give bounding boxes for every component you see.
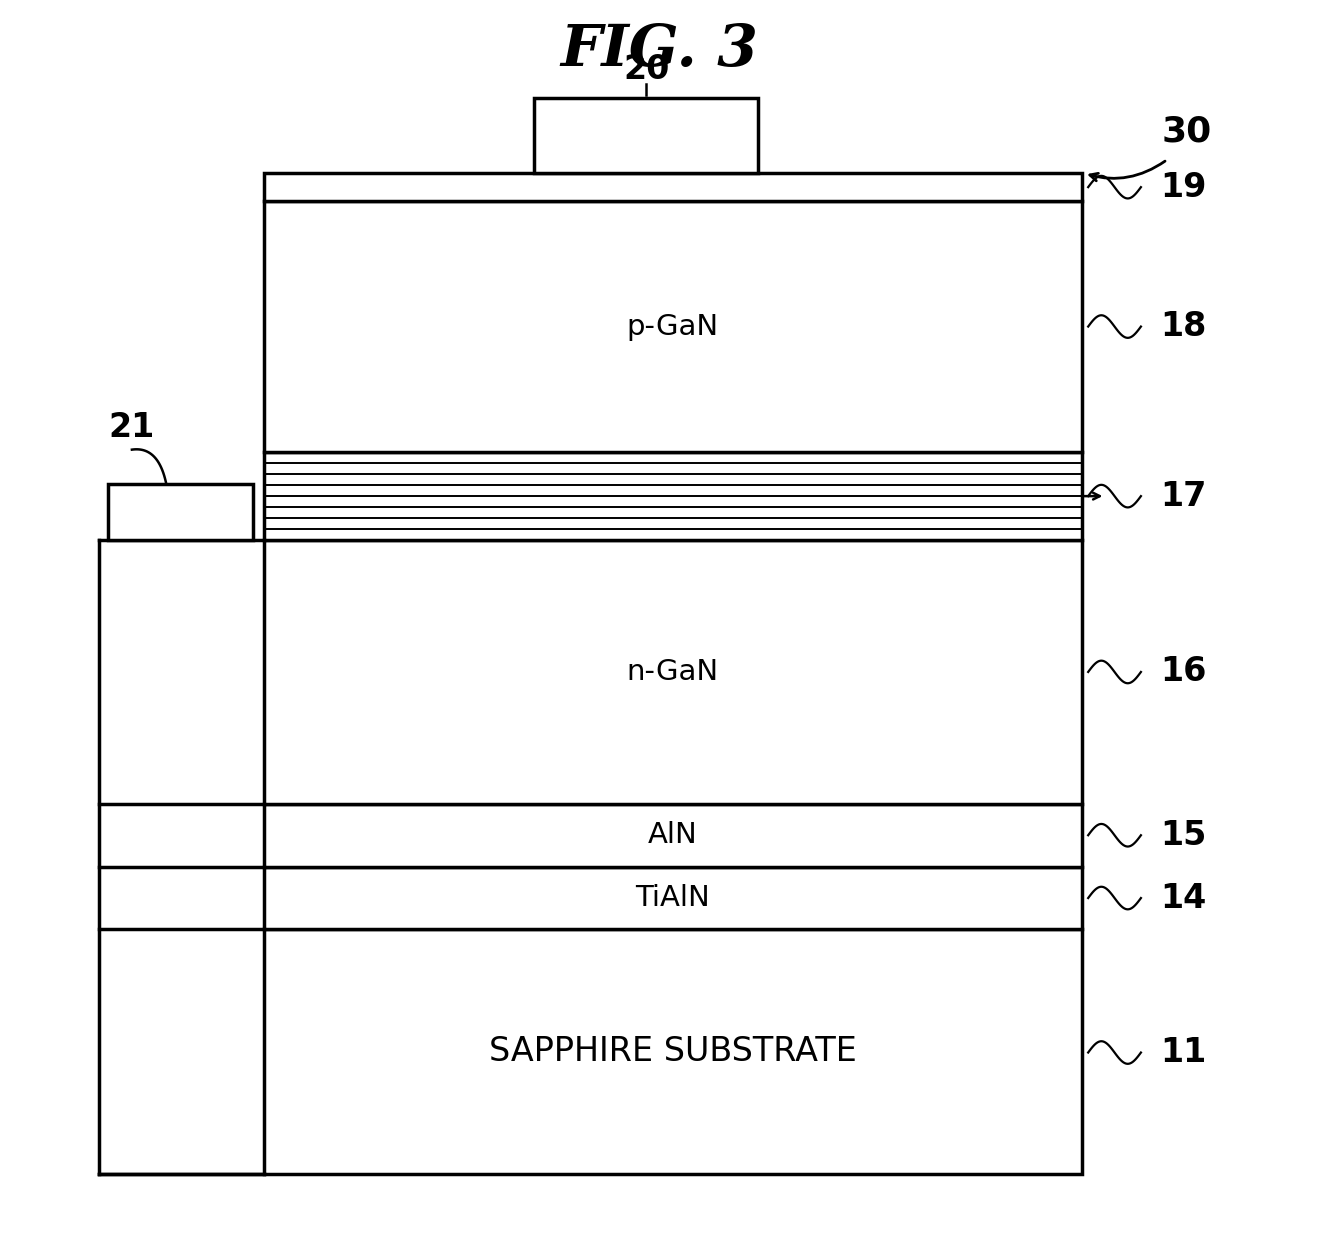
Bar	[264, 929, 1082, 1174]
Text: FIG. 3: FIG. 3	[561, 23, 758, 78]
Text: 18: 18	[1161, 310, 1207, 343]
Bar	[264, 867, 1082, 929]
Text: AlN: AlN	[648, 821, 698, 849]
Text: 15: 15	[1161, 819, 1207, 852]
Text: 19: 19	[1161, 171, 1207, 203]
Text: 11: 11	[1161, 1036, 1207, 1069]
Bar	[264, 540, 1082, 804]
Text: 17: 17	[1161, 480, 1207, 512]
Bar	[264, 201, 1082, 452]
Text: TiAlN: TiAlN	[636, 884, 710, 912]
Text: 16: 16	[1161, 656, 1207, 688]
Text: p-GaN: p-GaN	[627, 313, 719, 340]
Text: SAPPHIRE SUBSTRATE: SAPPHIRE SUBSTRATE	[489, 1035, 856, 1069]
Bar	[264, 173, 1082, 201]
Text: 30: 30	[1162, 114, 1212, 149]
Bar	[534, 98, 758, 173]
Text: 21: 21	[108, 411, 156, 443]
Bar	[264, 452, 1082, 540]
Text: 20: 20	[623, 53, 670, 85]
Text: n-GaN: n-GaN	[627, 658, 719, 686]
Bar	[264, 804, 1082, 867]
Bar	[108, 484, 253, 540]
Text: 14: 14	[1161, 882, 1207, 914]
